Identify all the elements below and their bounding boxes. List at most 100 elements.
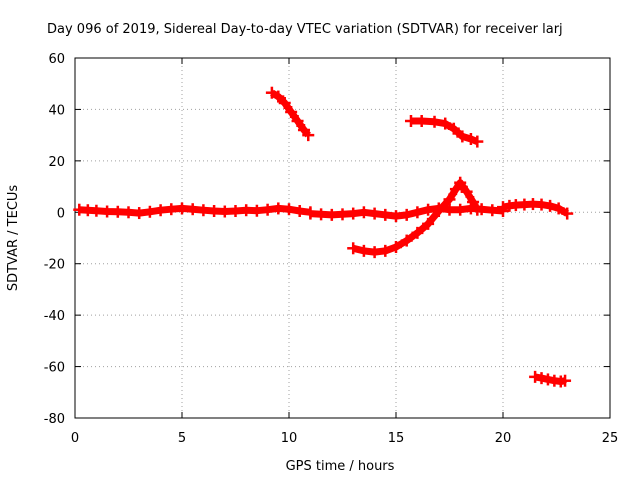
data-point — [559, 374, 572, 387]
data-point — [165, 203, 178, 216]
data-point — [101, 205, 114, 218]
data-point — [390, 210, 402, 223]
data-point — [460, 185, 473, 198]
data-point — [529, 370, 542, 383]
y-tick-label: 0 — [57, 206, 65, 221]
data-point — [432, 205, 445, 217]
data-point — [467, 196, 480, 208]
data-point — [428, 115, 441, 128]
y-axis-label: SDTVAR / TECUs — [6, 185, 21, 292]
data-point — [454, 203, 467, 216]
x-tick-label: 10 — [281, 431, 298, 446]
y-tick-label: 20 — [48, 155, 65, 170]
data-point — [304, 207, 317, 220]
data-point — [111, 205, 124, 218]
data-point — [368, 246, 381, 259]
data-point — [535, 372, 548, 385]
data-point — [544, 199, 557, 212]
data-series — [529, 370, 572, 388]
data-point — [447, 122, 460, 135]
data-point — [368, 207, 381, 220]
data-point — [154, 204, 167, 217]
data-point — [443, 203, 456, 216]
data-point — [439, 117, 452, 130]
data-layer — [73, 86, 574, 388]
data-point — [449, 183, 462, 196]
data-series — [265, 86, 315, 142]
x-axis-label: GPS time / hours — [286, 459, 395, 474]
data-point — [471, 203, 484, 216]
data-point — [176, 202, 188, 215]
data-point — [357, 206, 370, 219]
data-point — [541, 373, 554, 386]
x-tick-label: 25 — [602, 431, 619, 446]
data-point — [404, 115, 417, 127]
data-point — [552, 202, 565, 215]
data-point — [400, 208, 413, 221]
chart-title: Day 096 of 2019, Sidereal Day-to-day VTE… — [47, 22, 563, 37]
data-series — [497, 198, 574, 220]
data-point — [486, 204, 499, 217]
data-point — [411, 226, 424, 239]
data-point — [261, 203, 274, 216]
data-point — [272, 202, 285, 215]
data-point — [379, 244, 392, 257]
y-tick-label: -60 — [44, 361, 65, 376]
data-point — [456, 130, 469, 143]
data-point — [208, 205, 221, 217]
data-point — [285, 106, 298, 118]
data-point — [464, 133, 477, 145]
data-point — [497, 201, 509, 214]
x-tick-label: 20 — [495, 431, 512, 446]
y-tick-label: 40 — [48, 103, 65, 118]
data-point — [278, 97, 291, 109]
data-point — [336, 208, 349, 221]
data-series — [347, 176, 484, 259]
y-tick-label: -40 — [44, 309, 65, 324]
data-point — [272, 90, 285, 103]
data-point — [90, 204, 103, 217]
data-point — [186, 203, 199, 216]
data-point — [143, 205, 156, 218]
y-tick-label: -80 — [44, 412, 65, 427]
data-point — [357, 244, 370, 257]
x-tick-label: 15 — [388, 431, 405, 446]
data-point — [229, 205, 242, 217]
data-series — [404, 115, 484, 148]
data-point — [411, 206, 424, 219]
data-point — [291, 115, 304, 127]
data-series — [73, 202, 317, 220]
grid-layer — [75, 58, 610, 418]
data-point — [415, 115, 428, 127]
data-point — [535, 198, 548, 211]
data-point — [250, 204, 263, 217]
series-line — [352, 179, 481, 256]
data-point — [422, 217, 435, 230]
y-tick-label: -20 — [44, 258, 65, 273]
data-point — [218, 205, 231, 218]
data-point — [283, 203, 295, 216]
data-point — [471, 135, 484, 148]
ticks-layer: 0 5 10 15 20 25 -80 -60 -40 -20 0 20 40 60 — [44, 52, 619, 446]
data-point — [379, 208, 392, 221]
data-point — [265, 86, 278, 99]
plot-frame — [74, 57, 611, 419]
data-point — [325, 208, 338, 221]
data-point — [197, 204, 210, 217]
data-point — [422, 203, 435, 216]
data-point — [302, 129, 315, 142]
data-point — [347, 242, 360, 255]
data-point — [122, 206, 135, 219]
data-point — [443, 193, 456, 206]
y-tick-label: 60 — [48, 52, 65, 67]
data-point — [390, 241, 402, 253]
x-tick-label: 0 — [71, 431, 79, 446]
data-point — [454, 176, 467, 189]
data-series — [304, 202, 509, 223]
x-tick-label: 5 — [178, 431, 186, 446]
data-point — [315, 208, 328, 221]
data-point — [561, 207, 574, 220]
data-point — [240, 204, 253, 217]
data-point — [293, 205, 306, 217]
